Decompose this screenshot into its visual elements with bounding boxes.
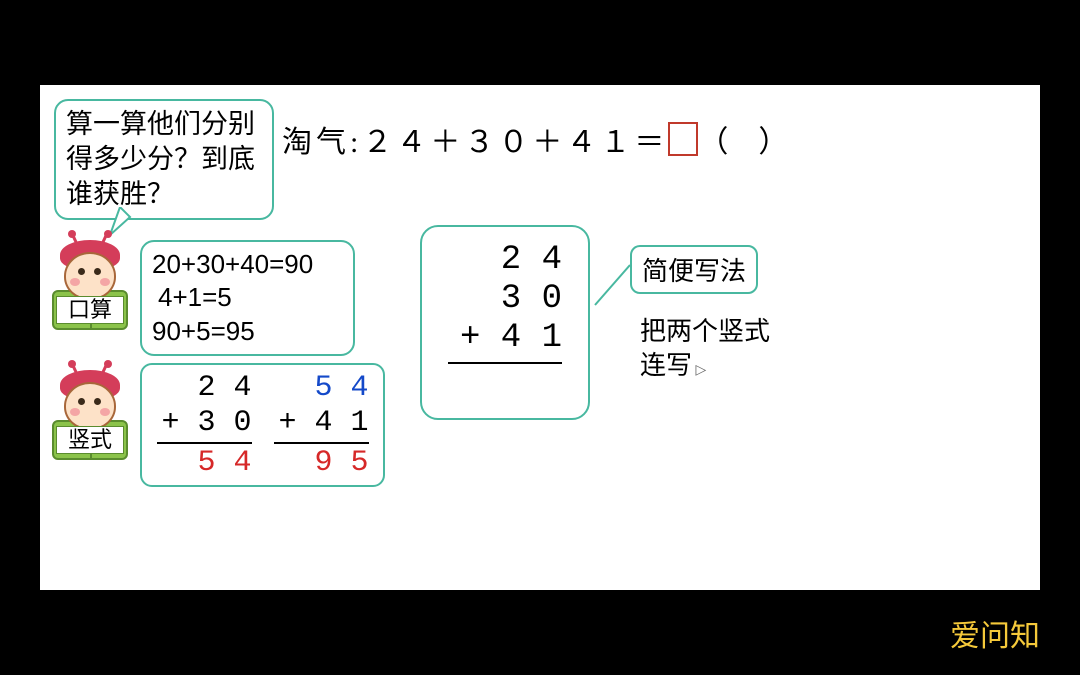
watermark: 爱问知 [950,611,1040,655]
sum: 9 5 [274,446,369,481]
vertical-col1: 2 4 + 3 0 5 4 [157,371,252,481]
addend: 2 4 [157,371,252,406]
addend: 2 4 [448,241,562,280]
answer-paren: （ ） [698,126,788,159]
cursor-icon: ▷ [692,363,706,378]
addend: + 3 0 [157,406,252,441]
mental-line: 4+1=5 [152,281,343,314]
mental-line: 90+5=95 [152,315,343,348]
vertical-small-box: 2 4 + 3 0 5 4 5 4 + 4 1 9 5 [140,363,385,487]
note-line: 连写 ▷ [640,349,770,383]
sum-line [448,362,562,364]
note-line: 把两个竖式 [640,315,770,349]
answer-box [668,122,698,156]
mental-line: 20+30+40=90 [152,248,343,281]
question-bubble: 算一算他们分别 得多少分？到底 谁获胜？ [54,99,274,220]
callout-connector-icon [590,260,635,320]
callout-label: 简便写法 [630,245,758,294]
main-equation: 淘气:２４＋３０＋４１＝（ ） [282,117,788,161]
equation-expr: ２４＋３０＋４１＝ [362,126,668,159]
mascot-icon: 竖式 [50,370,130,460]
mental-calc-box: 20+30+40=90 4+1=5 90+5=95 [140,240,355,356]
equation-name: 淘气 [282,126,350,159]
bubble-line: 谁获胜？ [66,177,262,212]
addend: + 4 1 [274,406,369,441]
bubble-line: 得多少分？到底 [66,142,262,177]
mascot-icon: 口算 [50,240,130,330]
vertical-tag: 竖式 [56,426,124,454]
vertical-big-box: 2 4 3 0 + 4 1 [420,225,590,420]
bubble-line: 算一算他们分别 [66,107,262,142]
slide: 算一算他们分别 得多少分？到底 谁获胜？ 淘气:２４＋３０＋４１＝（ ） 口算 … [40,85,1040,590]
sum-line [274,442,369,444]
sum: 5 4 [157,446,252,481]
addend: 5 4 [274,371,369,406]
note-text: 把两个竖式 连写 ▷ [640,315,770,383]
mental-tag: 口算 [56,296,124,324]
sum-line [157,442,252,444]
vertical-col2: 5 4 + 4 1 9 5 [274,371,369,481]
addend: 3 0 [448,280,562,319]
addend: + 4 1 [448,319,562,358]
